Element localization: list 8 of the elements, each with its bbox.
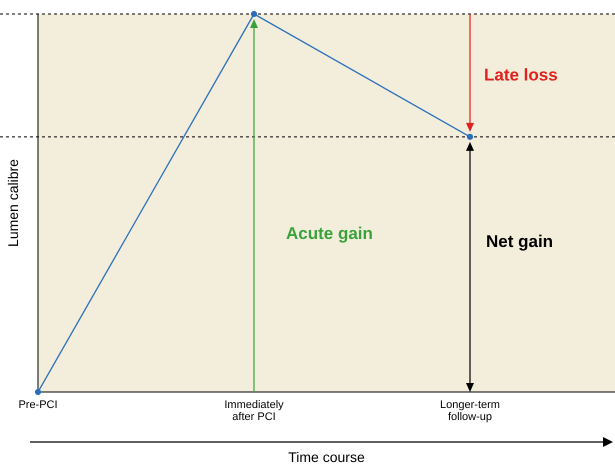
x-axis-title: Time course bbox=[288, 449, 365, 465]
annotation: Net gain bbox=[486, 232, 554, 251]
annotation: Acute gain bbox=[286, 224, 373, 244]
annotation: Late loss bbox=[484, 65, 558, 84]
x-tick-label: Immediately after PCI bbox=[224, 399, 284, 423]
x-tick-label: Longer-term follow-up bbox=[440, 399, 500, 423]
x-tick-label: Pre-PCI bbox=[18, 399, 58, 411]
y-axis-title: Lumen calibre bbox=[5, 158, 21, 247]
